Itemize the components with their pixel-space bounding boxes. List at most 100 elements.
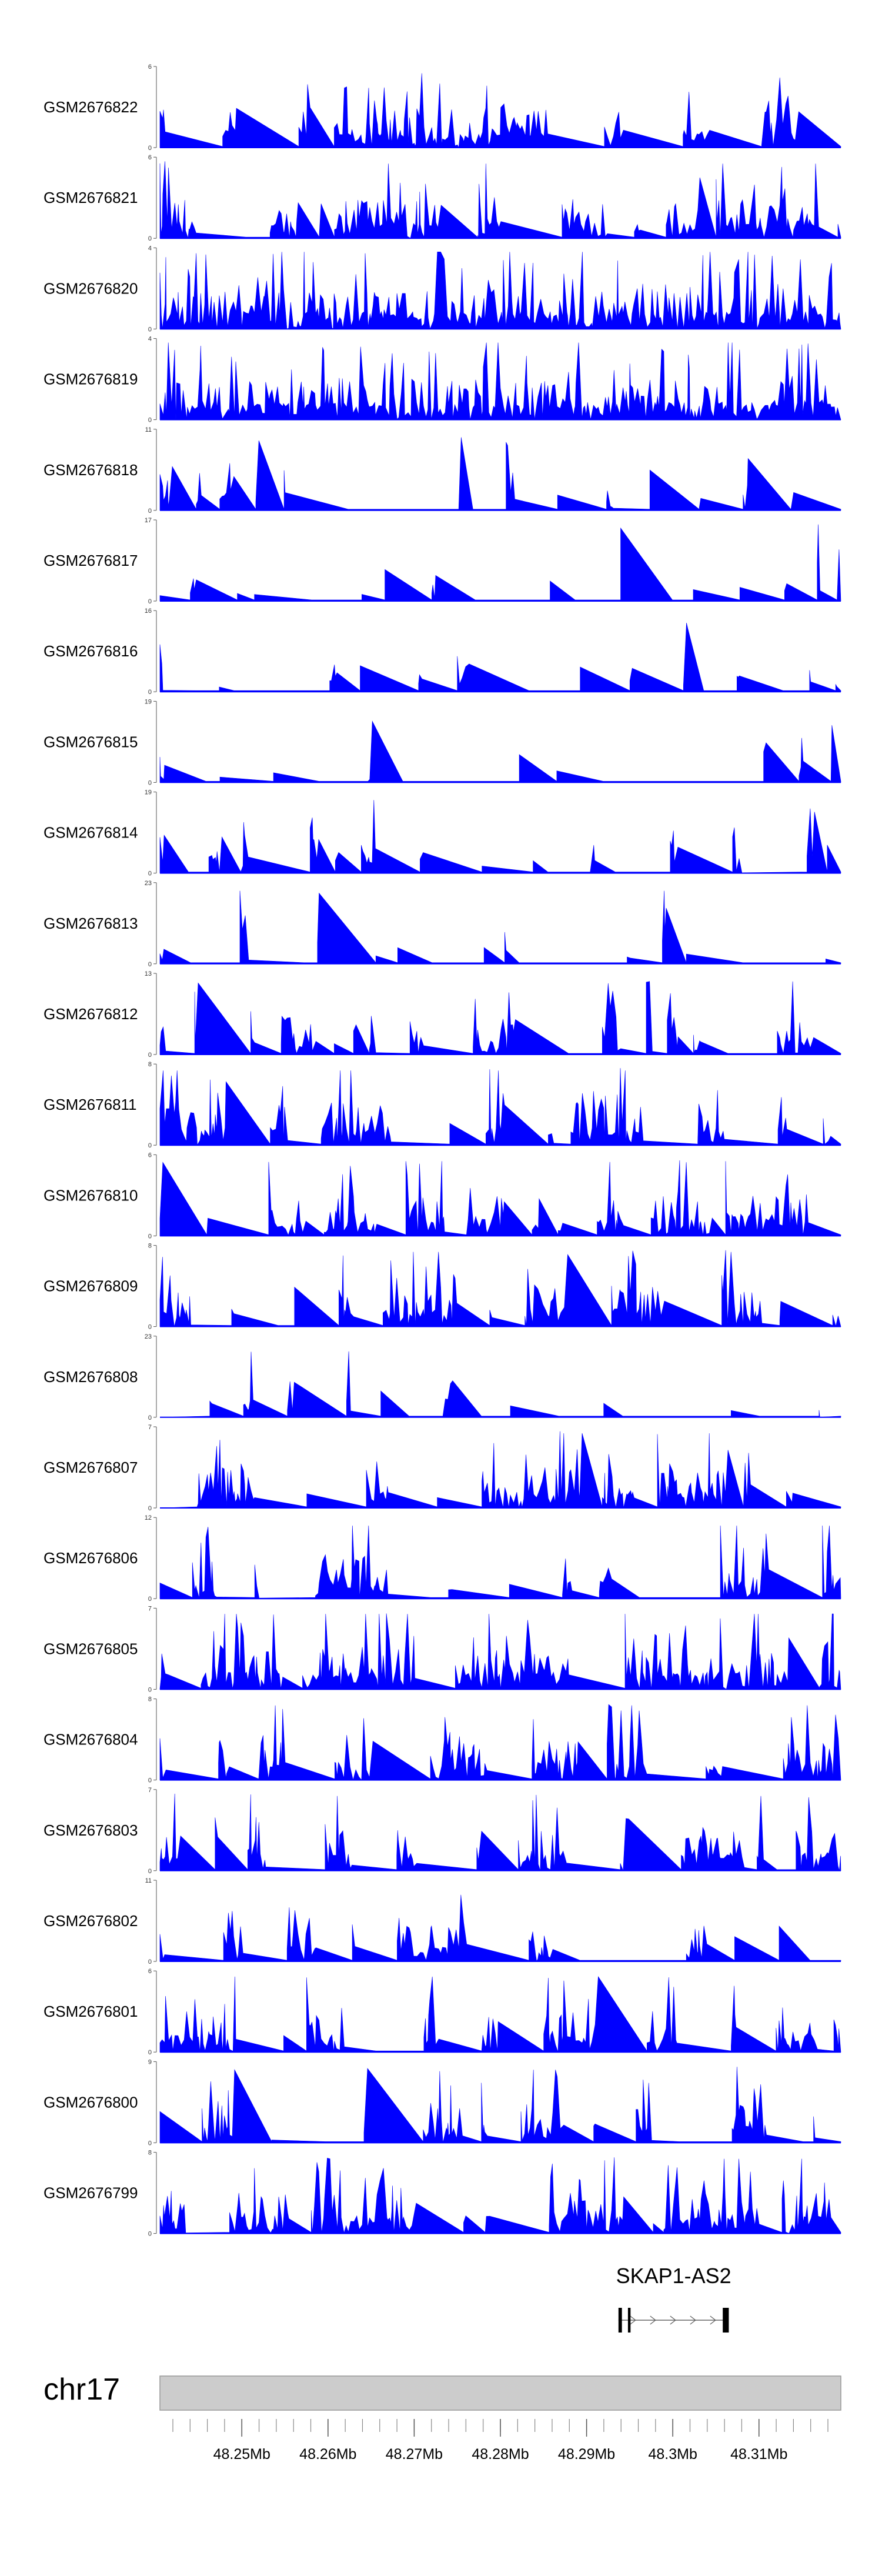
y-min-label: 0 [148,326,152,333]
x-tick-label: 48.25Mb [213,2446,270,2462]
y-min-label: 0 [148,870,152,877]
y-max-label: 8 [148,1061,152,1068]
y-min-label: 0 [148,2140,152,2147]
y-max-label: 6 [148,64,152,71]
track-label: GSM2676812 [44,1005,138,1023]
y-min-label: 0 [148,508,152,515]
coverage-area [159,1351,841,1418]
gene-name: SKAP1-AS2 [616,2264,731,2288]
y-min-label: 0 [148,1596,152,1603]
track-label: GSM2676819 [44,371,138,388]
y-min-label: 0 [148,1233,152,1240]
coverage-track: GSM2676813 23 0 [44,880,841,968]
y-max-label: 13 [145,970,152,977]
chromosome-label: chr17 [44,2373,120,2407]
coverage-track: GSM2676807 7 0 [44,1424,841,1512]
y-max-label: 4 [148,245,152,252]
coverage-track: GSM2676808 23 0 [44,1333,841,1422]
y-max-label: 6 [148,154,152,161]
track-label: GSM2676817 [44,552,138,569]
track-label: GSM2676815 [44,733,138,750]
coverage-area [159,1793,841,1871]
coverage-track: GSM2676800 9 0 [44,2058,841,2147]
y-min-label: 0 [148,779,152,786]
genome-axis: 48.25Mb 48.26Mb 48.27Mb 48.28Mb 48.29Mb 48.3M… [172,2419,828,2462]
y-min-label: 0 [148,417,152,424]
coverage-track: GSM2676821 6 0 [44,154,841,242]
coverage-track: GSM2676814 19 0 [44,789,841,877]
coverage-tracks: GSM267682260GSM267682160GSM267682040GSM2… [44,64,841,2238]
track-label: GSM2676805 [44,1640,138,1657]
coverage-track: GSM2676819 4 0 [44,336,841,424]
y-min-label: 0 [148,961,152,968]
x-tick-label: 48.3Mb [648,2446,697,2462]
coverage-area [159,342,841,420]
track-label: GSM2676811 [44,1096,137,1113]
track-label: GSM2676809 [44,1277,138,1295]
y-min-label: 0 [148,145,152,152]
coverage-track: GSM2676805 7 0 [44,1605,841,1693]
y-max-label: 11 [145,426,152,433]
coverage-area [159,252,841,330]
y-max-label: 8 [148,1696,152,1703]
coverage-track: GSM2676817 17 0 [44,517,841,605]
y-min-label: 0 [148,2049,152,2056]
y-min-label: 0 [148,1505,152,1512]
y-max-label: 8 [148,2150,152,2157]
coverage-area [159,2157,841,2234]
strand-arrow [630,2315,636,2325]
y-max-label: 7 [148,1787,152,1794]
track-label: GSM2676807 [44,1459,138,1476]
y-max-label: 6 [148,1968,152,1975]
x-tick-label: 48.31Mb [730,2446,787,2462]
strand-arrow [690,2315,696,2325]
track-label: GSM2676813 [44,915,138,932]
coverage-track: GSM2676816 16 0 [44,608,841,696]
track-label: GSM2676818 [44,461,138,479]
coverage-area [159,800,841,873]
coverage-area [159,73,841,148]
y-min-label: 0 [148,1414,152,1422]
y-min-label: 0 [148,1052,152,1059]
x-tick-label: 48.26Mb [299,2446,356,2462]
y-min-label: 0 [148,1958,152,1966]
track-label: GSM2676814 [44,824,138,842]
track-label: GSM2676801 [44,2003,138,2020]
track-label: GSM2676806 [44,1549,138,1567]
coverage-area [159,1525,841,1599]
coverage-track: GSM2676809 8 0 [44,1243,841,1331]
track-label: GSM2676799 [44,2184,138,2202]
coverage-track: GSM2676811 8 0 [44,1061,841,1149]
coverage-area [159,1894,841,1962]
chromosome-track: chr17 [44,2373,841,2411]
track-label: GSM2676808 [44,1368,138,1386]
y-max-label: 11 [145,1877,152,1884]
coverage-track: GSM2676799 8 0 [44,2150,841,2238]
coverage-area [159,623,841,692]
strand-arrow [710,2315,716,2325]
track-label: GSM2676816 [44,642,138,660]
y-max-label: 17 [145,517,152,524]
gene-exon [618,2308,622,2333]
coverage-track: GSM2676822 6 0 [44,64,841,152]
y-min-label: 0 [148,1868,152,1875]
coverage-area [159,720,841,783]
y-max-label: 7 [148,1424,152,1431]
coverage-area [159,1160,841,1236]
coverage-track: GSM2676818 11 0 [44,426,841,515]
strand-arrow [670,2315,676,2325]
track-label: GSM2676800 [44,2093,138,2111]
track-label: GSM2676820 [44,279,138,297]
coverage-area [159,1976,841,2053]
y-max-label: 4 [148,336,152,343]
gene-exon [723,2308,729,2333]
coverage-track: GSM2676802 11 0 [44,1877,841,1966]
coverage-area [159,1613,841,1690]
y-max-label: 23 [145,880,152,887]
y-min-label: 0 [148,689,152,696]
y-min-label: 0 [148,1142,152,1149]
coverage-area [159,890,841,965]
y-max-label: 23 [145,1333,152,1340]
y-min-label: 0 [148,2231,152,2238]
